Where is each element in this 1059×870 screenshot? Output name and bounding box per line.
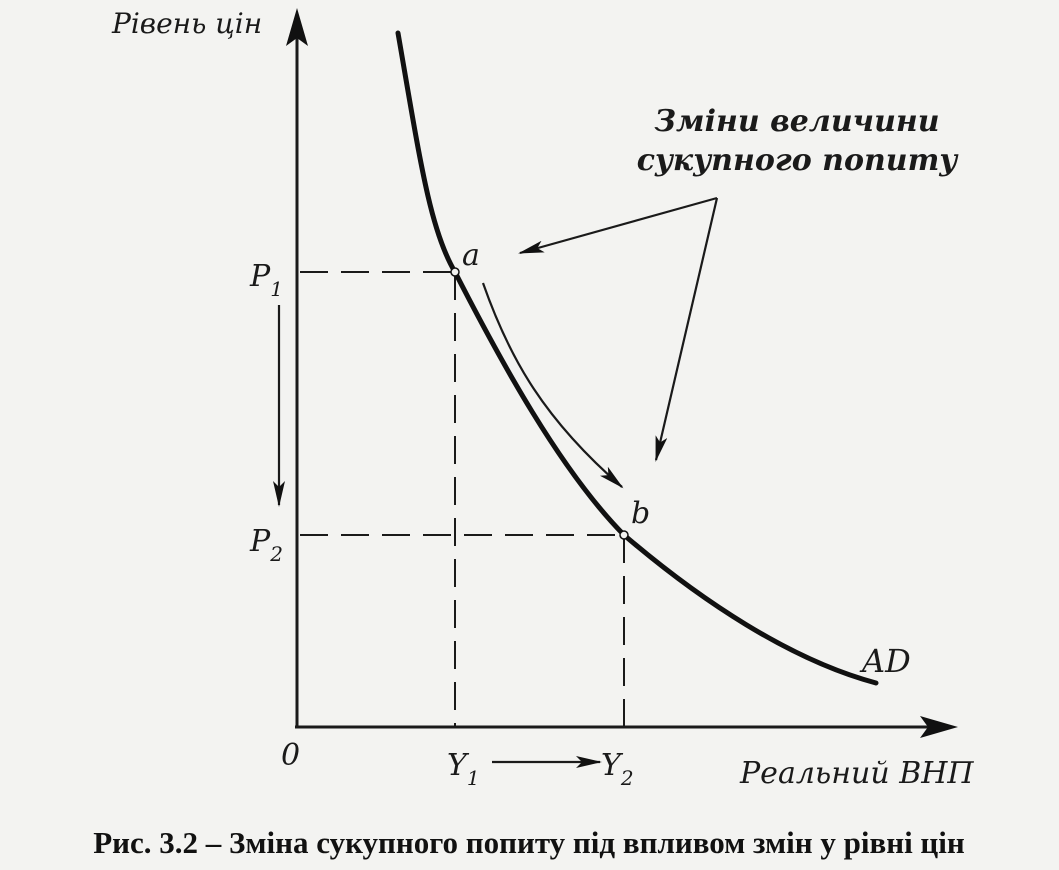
x-axis-label: Реальний ВНП bbox=[739, 756, 974, 791]
y-axis-arrow-icon bbox=[286, 8, 308, 46]
ad-curve-label: AD bbox=[859, 642, 911, 680]
y2-label: Y2 bbox=[601, 748, 634, 790]
annotation-line-2: сукупного попиту bbox=[637, 143, 960, 178]
annotation-line-1: Зміни величини bbox=[654, 104, 939, 139]
point-b-label: b bbox=[631, 496, 650, 531]
y1-label: Y1 bbox=[447, 748, 480, 790]
ad-curve bbox=[395, 30, 879, 686]
x-axis-arrow-icon bbox=[920, 716, 958, 738]
p2-label: P2 bbox=[249, 524, 283, 566]
annotation-arrow-to-a bbox=[518, 196, 718, 255]
p1-label: P1 bbox=[249, 259, 283, 301]
annotation-arrow-to-b bbox=[654, 197, 719, 462]
point-b-marker bbox=[619, 530, 629, 540]
point-a-marker bbox=[450, 267, 460, 277]
y-axis-label: Рівень цін bbox=[111, 7, 262, 40]
movement-along-curve-arrow bbox=[481, 282, 624, 489]
origin-label: 0 bbox=[281, 738, 300, 773]
point-a-label: a bbox=[462, 238, 480, 273]
figure-caption: Рис. 3.2 – Зміна сукупного попиту під вп… bbox=[93, 825, 965, 860]
